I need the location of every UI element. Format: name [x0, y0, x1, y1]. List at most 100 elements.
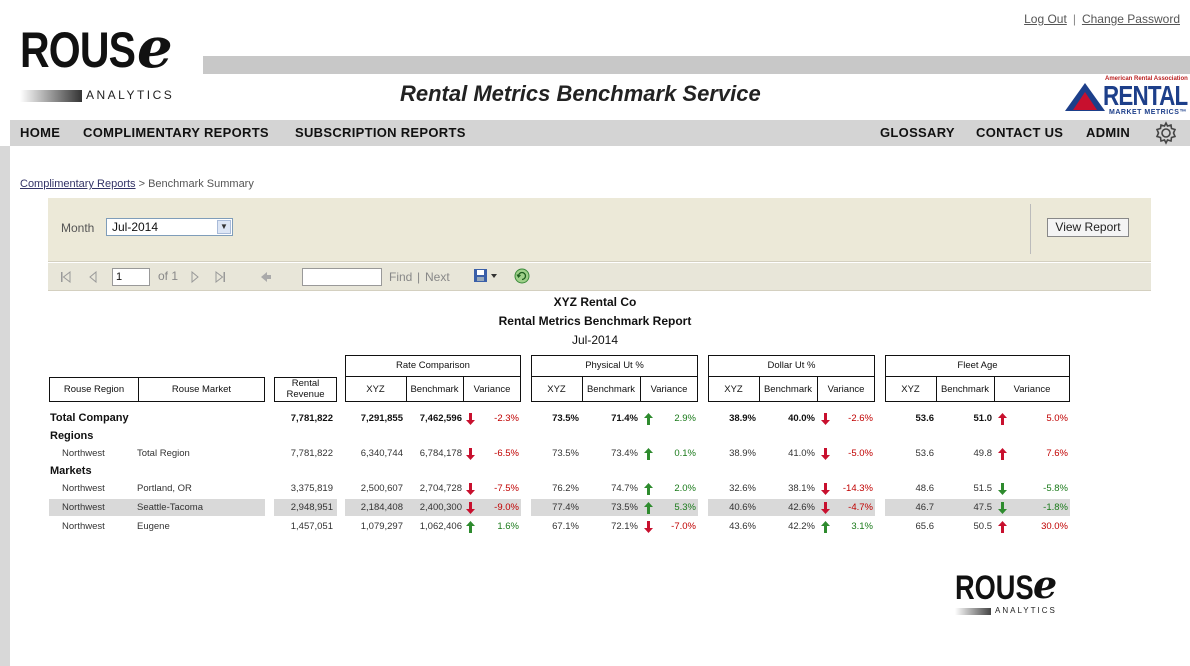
nav-glossary[interactable]: GLOSSARY: [880, 125, 955, 140]
logout-link[interactable]: Log Out: [1024, 12, 1067, 26]
row-phys-benchmark: 72.1%: [611, 521, 638, 532]
param-divider: [1030, 204, 1031, 254]
group-title-phys: Physical Ut %: [585, 360, 644, 371]
row-highlight: [481, 499, 521, 516]
arrow-down-icon: [998, 483, 1007, 495]
region-market-header: Rouse Region Rouse Market: [49, 377, 265, 402]
row-fleet-benchmark: 51.5: [973, 483, 993, 494]
row-phys-xyz: 76.2%: [552, 483, 579, 494]
row-fleet-variance: 5.0%: [1046, 413, 1068, 424]
report-company: XYZ Rental Co: [553, 295, 637, 309]
arrow-down-icon: [821, 413, 830, 425]
row-dollar-benchmark: 40.0%: [788, 413, 815, 424]
row-fleet-xyz: 53.6: [915, 448, 935, 459]
row-phys-variance: -7.0%: [671, 521, 696, 532]
row-rate-variance: 1.6%: [497, 521, 519, 532]
row-fleet-variance: 30.0%: [1041, 521, 1068, 532]
page-number-input[interactable]: 1: [112, 268, 150, 286]
next-page-icon[interactable]: [190, 271, 200, 283]
arrow-up-icon: [821, 521, 830, 533]
row-fleet-variance: 7.6%: [1046, 448, 1068, 459]
arrow-up-icon: [644, 448, 653, 460]
row-rate-xyz: 2,500,607: [360, 483, 403, 494]
row-phys-xyz: 73.5%: [552, 413, 579, 424]
group-divider: [346, 376, 520, 377]
row-revenue: 1,457,051: [290, 521, 333, 532]
breadcrumb-sep: >: [135, 178, 149, 190]
previous-page-icon[interactable]: [88, 271, 98, 283]
refresh-icon[interactable]: [514, 268, 530, 284]
nav-home[interactable]: HOME: [20, 125, 61, 140]
row-rate-benchmark: 1,062,406: [419, 521, 462, 532]
revenue-header: Rental Revenue: [274, 377, 337, 402]
chevron-down-icon[interactable]: ▼: [217, 220, 231, 234]
subheader-variance: Variance: [827, 384, 865, 395]
first-page-icon[interactable]: [60, 271, 72, 283]
row-dollar-variance: 3.1%: [851, 521, 873, 532]
subheader-divider: [406, 376, 407, 401]
row-rate-variance: -7.5%: [494, 483, 519, 494]
row-market: Eugene: [137, 521, 170, 532]
arrow-up-icon: [644, 483, 653, 495]
find-next-link[interactable]: Next: [425, 270, 450, 284]
subheader-benchmark: Benchmark: [586, 384, 636, 395]
group-header-phys: Physical Ut % XYZ Benchmark Variance: [531, 355, 698, 402]
arrow-up-icon: [998, 521, 1007, 533]
row-fleet-xyz: 46.7: [915, 502, 935, 513]
group-title-fleet: Fleet Age: [957, 360, 998, 371]
row-fleet-benchmark: 50.5: [973, 521, 993, 532]
row-highlight: [821, 499, 875, 516]
row-fleet-variance: -5.8%: [1043, 483, 1068, 494]
arrow-down-icon: [821, 502, 830, 514]
export-icon[interactable]: [473, 268, 501, 284]
row-highlight: [531, 499, 658, 516]
row-phys-variance: 2.0%: [674, 483, 696, 494]
row-fleet-xyz: 65.6: [915, 521, 935, 532]
row-highlight: [885, 499, 1012, 516]
footer-rouse-logo: ROUS e ANALYTICS: [955, 565, 1065, 618]
nav-contact-us[interactable]: CONTACT US: [976, 125, 1064, 140]
find-link[interactable]: Find: [389, 270, 413, 284]
last-page-icon[interactable]: [214, 271, 226, 283]
row-revenue: 7,781,822: [290, 413, 333, 424]
nav-admin[interactable]: ADMIN: [1086, 125, 1131, 140]
view-report-button[interactable]: View Report: [1047, 218, 1129, 237]
group-title-rate: Rate Comparison: [396, 360, 470, 371]
header-divider: [138, 378, 139, 401]
month-select-value: Jul-2014: [112, 220, 159, 234]
row-rate-xyz: 1,079,297: [360, 521, 403, 532]
report-title: Rental Metrics Benchmark Report: [498, 314, 692, 328]
header-rouse-region: Rouse Region: [63, 384, 125, 395]
subheader-benchmark: Benchmark: [940, 384, 990, 395]
nav-complimentary-reports[interactable]: COMPLIMENTARY REPORTS: [83, 125, 269, 140]
breadcrumb-complimentary-link[interactable]: Complimentary Reports: [20, 178, 136, 190]
section-markets: Markets: [50, 465, 92, 477]
row-highlight: [274, 499, 337, 516]
rouse-logo[interactable]: ROUS e ANALYTICS: [20, 18, 190, 104]
find-input[interactable]: [302, 268, 382, 286]
back-icon[interactable]: [260, 271, 272, 283]
report-parameters: Month Jul-2014 ▼ View Report: [48, 198, 1151, 262]
subheader-xyz: XYZ: [547, 384, 566, 395]
change-password-link[interactable]: Change Password: [1081, 12, 1180, 26]
group-divider: [886, 376, 1069, 377]
arrow-up-icon: [466, 521, 475, 533]
arrow-down-icon: [466, 483, 475, 495]
nav-subscription-reports[interactable]: SUBSCRIPTION REPORTS: [295, 125, 466, 140]
report-toolbar: 1 of 1 Find | Next: [48, 263, 1151, 291]
row-revenue: 3,375,819: [290, 483, 333, 494]
month-select[interactable]: Jul-2014 ▼: [106, 218, 233, 236]
ara-market-metrics-text: MARKET METRICS™: [1109, 109, 1187, 116]
row-region: Total Company: [50, 412, 129, 424]
arrow-up-icon: [644, 413, 653, 425]
row-highlight: [345, 499, 481, 516]
arrow-down-icon: [466, 502, 475, 514]
gear-icon[interactable]: [1154, 121, 1178, 145]
arrow-up-icon: [644, 502, 653, 514]
row-phys-variance: 0.1%: [674, 448, 696, 459]
row-highlight: [49, 499, 265, 516]
row-market: Total Region: [137, 448, 190, 459]
row-rate-benchmark: 2,400,300: [419, 502, 462, 513]
left-stripe: [0, 146, 10, 666]
row-phys-benchmark: 71.4%: [611, 413, 638, 424]
